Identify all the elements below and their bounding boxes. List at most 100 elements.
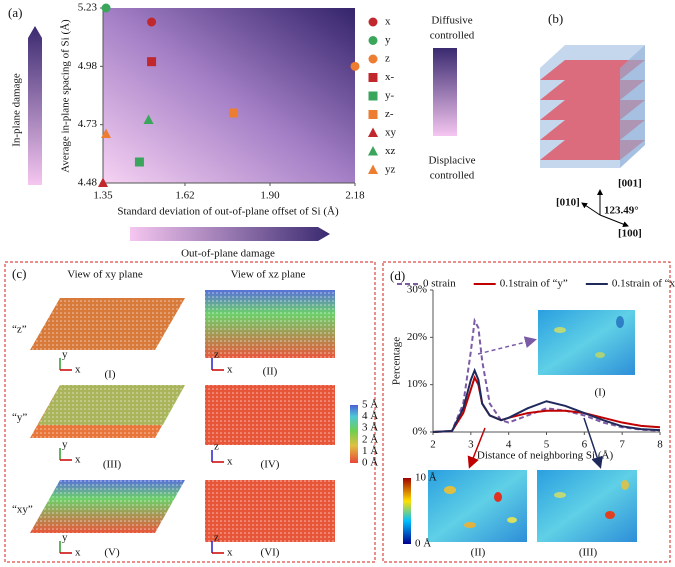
colorbar xyxy=(403,478,411,544)
legend-label: z xyxy=(385,53,390,65)
colorbar-label: controlled xyxy=(430,30,475,42)
arrow-label: Out-of-plane damage xyxy=(181,248,275,260)
inset-label: (II) xyxy=(471,547,486,559)
x-tick-label: 8 xyxy=(657,439,663,451)
colorbar-label: Displacive xyxy=(428,155,475,167)
axis-label: [100] xyxy=(618,228,642,240)
triad-label: z xyxy=(214,532,219,544)
image-label: (VI) xyxy=(261,547,280,559)
image-label: (IV) xyxy=(261,459,280,471)
colorbar xyxy=(350,405,358,463)
legend-marker xyxy=(368,17,378,27)
damage-arrow xyxy=(130,227,330,241)
marker xyxy=(134,157,144,167)
colorbar-label: 1 Å xyxy=(362,445,378,457)
triad-label: y xyxy=(62,349,68,361)
x-tick-label: 7 xyxy=(619,439,625,451)
legend-marker xyxy=(368,36,378,45)
legend-marker xyxy=(368,164,378,174)
legend-label: 0.1strain of “y” xyxy=(500,278,568,290)
column-header: View of xy plane xyxy=(67,269,143,281)
y-axis-title: Percentage xyxy=(391,337,403,385)
column-header: View of xz plane xyxy=(231,269,306,281)
axis-label: [010] xyxy=(556,197,580,209)
legend-label: y xyxy=(385,34,391,46)
image-label: (III) xyxy=(103,459,122,471)
y-tick-label: 0% xyxy=(412,426,427,438)
legend-marker xyxy=(368,54,378,64)
view-triad xyxy=(59,358,224,554)
colorbar-label: 0 Å xyxy=(415,538,431,550)
triad-label: x xyxy=(75,454,81,466)
panel-frame xyxy=(382,261,671,563)
legend-marker xyxy=(368,146,378,156)
line xyxy=(432,367,661,433)
marker xyxy=(101,128,112,138)
plot-background xyxy=(103,8,355,183)
pointer-arrow xyxy=(477,336,537,355)
crystal-box xyxy=(540,45,645,168)
panel-label: (a) xyxy=(8,5,22,20)
triad-label: y xyxy=(62,532,68,544)
marker xyxy=(147,57,157,67)
x-tick-label: 1.90 xyxy=(260,190,280,202)
legend-label: x- xyxy=(385,71,395,83)
triad-label: x xyxy=(227,547,233,559)
marker xyxy=(98,177,108,187)
legend-marker xyxy=(368,73,378,82)
colorbar-label: controlled xyxy=(430,170,475,182)
marker xyxy=(229,108,239,118)
axis-label: [001] xyxy=(618,178,642,190)
panel-label: (d) xyxy=(390,268,405,283)
triad-label: x xyxy=(75,547,81,559)
x-tick-label: 1.35 xyxy=(93,190,113,202)
y-tick-label: 10% xyxy=(407,378,427,390)
legend-label: xy xyxy=(385,127,397,139)
triad-label: x xyxy=(227,364,233,376)
colorbar-label: 4 Å xyxy=(362,410,378,422)
y-axis-title: Average in-plane spacing of Si (Å) xyxy=(60,19,72,173)
legend-label: yz xyxy=(385,164,396,176)
x-tick-label: 4 xyxy=(506,439,512,451)
legend-label: z- xyxy=(385,108,394,120)
arrow-label: In-plane damage xyxy=(11,73,23,147)
x-tick-label: 3 xyxy=(468,439,474,451)
line xyxy=(432,317,661,433)
panel-label: (c) xyxy=(12,266,26,281)
triad-label: y xyxy=(62,439,68,451)
legend-label: 0.1strain of “xy” xyxy=(612,278,675,290)
marker xyxy=(143,114,154,124)
legend-label: 0 strain xyxy=(423,278,456,290)
image-label: (I) xyxy=(105,369,116,381)
x-tick-label: 2.18 xyxy=(345,190,365,202)
triad-label: z xyxy=(214,349,219,361)
legend-marker xyxy=(368,91,378,101)
colorbar-label: 10 Å xyxy=(415,472,437,484)
damage-arrow xyxy=(28,26,42,185)
pointer-arrow xyxy=(583,417,603,469)
y-tick-label: 30% xyxy=(407,284,427,296)
legend-marker xyxy=(368,127,378,137)
angle-label: 123.49° xyxy=(604,205,639,217)
inset-label: (III) xyxy=(579,547,598,559)
colorbar-label: 3 Å xyxy=(362,422,378,434)
row-label: “y” xyxy=(12,412,27,424)
x-tick-label: 6 xyxy=(582,439,588,451)
atom-view xyxy=(30,290,335,542)
legend-label: y- xyxy=(385,90,395,102)
x-tick-label: 1.62 xyxy=(175,190,194,202)
colorbar-label: 5 Å xyxy=(362,399,378,411)
colorbar-label: 2 Å xyxy=(362,433,378,445)
x-axis-title: Standard deviation of out-of-plane offse… xyxy=(117,206,339,218)
axis-triad xyxy=(581,189,629,227)
y-tick-label: 4.98 xyxy=(78,60,98,72)
triad-label: x xyxy=(75,364,81,376)
inset-label: (I) xyxy=(595,387,606,399)
triad-label: z xyxy=(214,441,219,453)
heatmap xyxy=(428,310,637,542)
x-tick-label: 5 xyxy=(544,439,550,451)
x-tick-label: 2 xyxy=(430,439,436,451)
panel-label: (b) xyxy=(548,11,563,26)
row-label: “xy” xyxy=(12,504,33,516)
